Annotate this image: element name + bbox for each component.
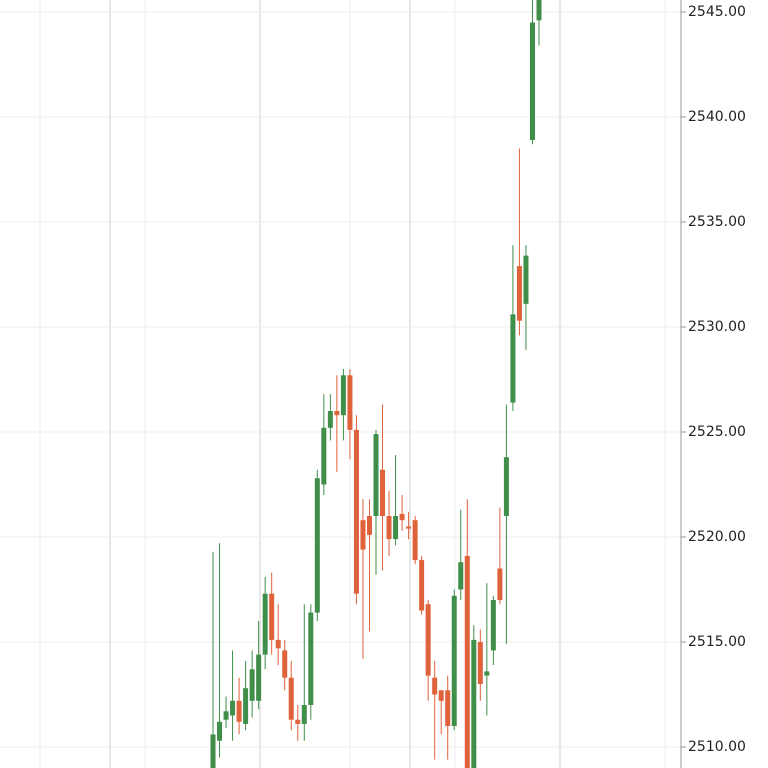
candle-body: [327, 410, 333, 428]
candle-body: [353, 429, 359, 594]
candle-body: [516, 266, 522, 321]
candle-body: [360, 520, 366, 550]
candle-body: [380, 469, 386, 516]
candle-body: [523, 255, 529, 304]
y-tick-label: 2545.00: [688, 4, 746, 20]
y-tick-label: 2535.00: [688, 214, 746, 230]
y-tick-label: 2520.00: [688, 529, 746, 545]
candle-body: [217, 721, 223, 741]
candle-body: [373, 434, 379, 516]
candle-body: [314, 478, 320, 613]
candle-body: [432, 677, 438, 695]
candle-body: [210, 734, 216, 768]
candle-body: [347, 375, 353, 430]
candle-body: [484, 671, 490, 676]
candle-body: [269, 593, 275, 640]
candle-body: [386, 515, 392, 540]
candles: [210, 0, 542, 768]
candle-body: [445, 690, 451, 726]
candle-body: [275, 639, 281, 649]
candle-body: [236, 700, 242, 722]
candle-body: [399, 513, 405, 521]
candle-body: [503, 457, 509, 516]
candle-body: [438, 690, 444, 701]
y-axis: 2510.00 2515.00 2520.00 2525.00 2530.00 2535.…: [681, 4, 746, 755]
candle-body: [497, 568, 503, 600]
candle-body: [406, 526, 412, 529]
vertical-grid: [39, 0, 666, 768]
y-tick-label: 2540.00: [688, 109, 746, 125]
candle-body: [536, 0, 542, 21]
candle-body: [451, 595, 457, 726]
candle-body: [458, 562, 464, 590]
y-tick-label: 2530.00: [688, 319, 746, 335]
horizontal-grid: [0, 11, 681, 748]
candle-body: [243, 688, 249, 724]
candle-body: [412, 520, 418, 561]
candle-body: [334, 410, 340, 416]
y-tick-label: 2510.00: [688, 739, 746, 755]
candle-body: [471, 639, 477, 768]
candle-body: [393, 515, 399, 540]
candle-body: [510, 314, 516, 403]
candle-body: [529, 22, 535, 141]
candle-body: [419, 560, 425, 611]
candle-body: [464, 555, 470, 768]
candle-body: [477, 641, 483, 684]
candle-body: [295, 719, 301, 724]
candle-body: [308, 612, 314, 705]
candle-body: [340, 375, 346, 416]
candle-body: [490, 599, 496, 651]
candle-body: [256, 654, 262, 701]
candle-body: [223, 711, 229, 720]
candle-body: [288, 677, 294, 720]
candle-body: [282, 650, 288, 678]
candle-body: [249, 669, 255, 701]
candle-body: [425, 604, 431, 676]
candle-body: [366, 515, 372, 535]
candle-body: [262, 593, 268, 655]
y-tick-label: 2525.00: [688, 424, 746, 440]
candle-body: [230, 700, 236, 716]
y-tick-label: 2515.00: [688, 634, 746, 650]
candle-body: [321, 427, 327, 485]
candle-body: [301, 704, 307, 724]
